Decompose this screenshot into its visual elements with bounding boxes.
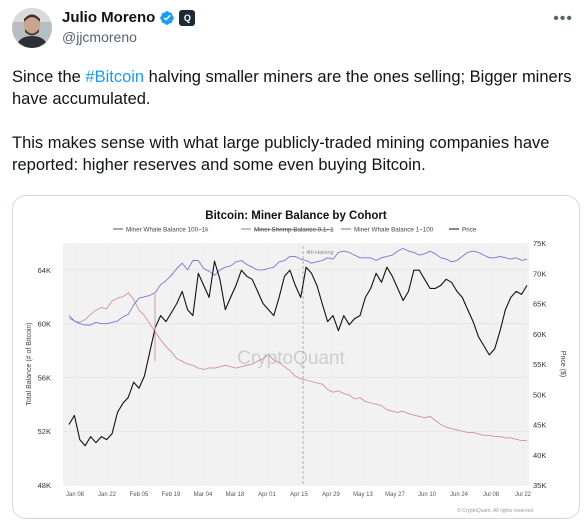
tweet-media-image[interactable]: Bitcoin: Miner Balance by Cohort Miner W… [12,195,580,519]
tweet-text-prefix: Since the [12,68,86,86]
chart-grid [63,243,529,486]
miner-balance-chart: Bitcoin: Miner Balance by Cohort Miner W… [26,210,566,514]
x-tick-label: Jun 10 [418,492,437,498]
x-tick-label: Feb 19 [162,492,181,498]
chart-legend: Miner Whale Balance 100~1k Miner Shrimp B… [113,227,477,234]
chart-series [68,247,528,447]
x-tick-label: Jul 08 [483,492,500,498]
y2-tick-label: 65K [533,300,546,309]
affiliate-badge-icon: Q [179,9,196,26]
legend-label: Price [462,227,477,234]
x-tick-label: Apr 29 [322,492,340,498]
y2-tick-label: 40K [533,451,546,460]
y2-tick-label: 35K [533,481,546,490]
tweet-paragraph-2: This makes sense with what large publicl… [12,134,550,174]
legend-label: Miner Whale Balance 1~100 [354,227,434,234]
series-line-price [68,260,528,447]
series-line-miner-whale-balance-100-1k [68,292,527,442]
y-tick-label: 60K [38,320,51,329]
x-tick-label: Jul 22 [515,492,532,498]
legend-label: Miner Shrimp Balance 0.1~1 [254,227,334,234]
y2-tick-label: 60K [533,330,546,339]
author-name[interactable]: Julio Moreno [62,9,156,26]
series-line-miner-whale-balance-1-100 [68,247,528,326]
x-tick-label: Mar 04 [194,492,213,498]
chart-axes: 64K 60K 56K 52K 48K 75K 70K 65K 60K 55K 50K 45K 40K 3… [38,239,547,498]
y2-tick-label: 45K [533,421,546,430]
tweet-paragraph-1: Since the #Bitcoin halving smaller miner… [12,66,572,110]
halving-annotation: 4th Halving [306,250,334,256]
hashtag-link[interactable]: #Bitcoin [85,68,145,86]
y2-tick-label: 70K [533,269,546,278]
plot-background [63,243,529,485]
y-tick-label: 56K [38,373,51,382]
author-avatar[interactable] [12,8,52,48]
chart-footer: © CryptoQuant. All rights reserved [457,507,533,514]
tweet-text-suffix: halving smaller miners are the ones sell… [12,68,572,108]
y2-tick-label: 75K [533,239,546,248]
legend-label: Miner Whale Balance 100~1k [126,227,209,234]
y-axis-label: Total Balance (# of Bitcoin) [26,322,33,405]
x-tick-label: Apr 01 [258,492,276,498]
chart-title: Bitcoin: Miner Balance by Cohort [205,210,387,222]
more-options-icon[interactable]: ••• [553,10,573,27]
y2-tick-label: 55K [533,360,546,369]
tweet-text: Since the #Bitcoin halving smaller miner… [12,66,572,176]
avatar-image [12,8,52,48]
author-handle[interactable]: @jjcmoreno [62,29,137,45]
x-tick-label: Mar 18 [226,492,245,498]
x-tick-label: May 13 [353,492,373,498]
x-tick-label: Jun 24 [450,492,469,498]
x-tick-label: Jan 22 [98,492,117,498]
chart-watermark: CryptoQuant [237,348,345,369]
y-tick-label: 52K [38,427,51,436]
y2-tick-label: 50K [533,390,546,399]
y-tick-label: 48K [38,481,51,490]
x-tick-label: May 27 [385,492,405,498]
y-tick-label: 64K [38,266,51,275]
verified-badge-icon [160,10,175,25]
author-name-row: Julio Moreno Q [62,9,196,26]
x-tick-label: Feb 05 [130,492,149,498]
x-tick-label: Apr 15 [290,492,308,498]
y2-axis-label: Price ($) [559,351,566,377]
x-tick-label: Jan 08 [66,492,85,498]
